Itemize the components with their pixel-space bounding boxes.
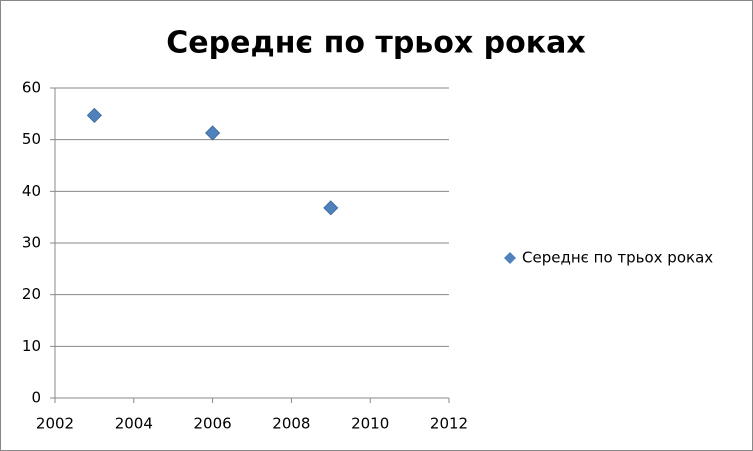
- y-tick-label: 10: [22, 337, 41, 355]
- chart-title: Середнє по трьох роках: [166, 26, 585, 61]
- scatter-point: [323, 200, 339, 216]
- legend-marker: [504, 252, 516, 264]
- scatter-point: [205, 125, 221, 141]
- x-tick-label: 2012: [430, 415, 468, 433]
- scatter-point: [86, 107, 102, 123]
- y-tick-label: 0: [31, 389, 41, 407]
- y-tick-label: 40: [22, 182, 41, 200]
- y-tick-label: 50: [22, 130, 41, 148]
- y-tick-label: 60: [22, 79, 41, 97]
- y-tick-label: 30: [22, 234, 41, 252]
- x-tick-label: 2002: [36, 415, 74, 433]
- y-tick-label: 20: [22, 285, 41, 303]
- x-tick-label: 2010: [351, 415, 389, 433]
- legend-label: Середнє по трьох роках: [522, 249, 713, 267]
- x-tick-label: 2008: [272, 415, 310, 433]
- x-tick-label: 2006: [194, 415, 232, 433]
- x-tick-label: 2004: [115, 415, 153, 433]
